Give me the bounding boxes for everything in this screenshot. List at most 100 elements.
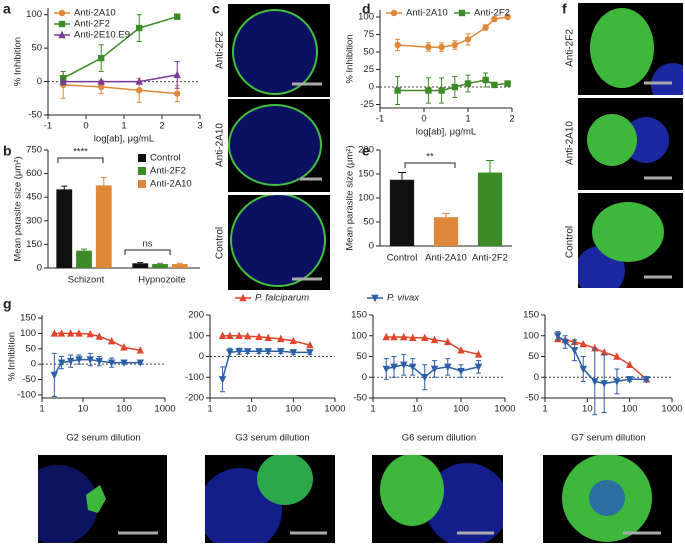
bar [95, 185, 112, 268]
marker [58, 9, 66, 17]
marker [642, 376, 651, 384]
panel-label: f [562, 1, 567, 17]
bar [171, 264, 188, 268]
series-line [63, 74, 178, 83]
marker [474, 350, 483, 358]
marker [444, 363, 452, 372]
bar [477, 172, 503, 246]
y-tick-label: -50 [525, 393, 539, 404]
y-tick-label: 0 [369, 82, 374, 93]
y-tick-label: 0 [37, 76, 42, 87]
x-tick-label: 10 [582, 404, 593, 415]
annotation: ns [142, 239, 152, 250]
series-line [386, 336, 479, 356]
panel-label: a [3, 1, 11, 17]
marker [400, 332, 408, 341]
error-bar [398, 172, 406, 180]
significance-bracket [124, 249, 171, 255]
y-tick-label: 100 [188, 330, 204, 341]
y-tick-label: 600 [26, 168, 42, 179]
micrograph [228, 99, 330, 192]
marker [243, 331, 252, 340]
marker [174, 13, 181, 20]
marker [409, 333, 417, 342]
x-tick-label: 1000 [661, 404, 682, 415]
marker [600, 348, 608, 356]
x-tick-label: Schizont [68, 275, 105, 286]
x-tick-label: 1 [542, 404, 547, 415]
x-tick-label: Control [387, 253, 418, 264]
marker [491, 15, 498, 23]
x-tick-label: -1 [44, 121, 52, 132]
y-tick-label: 150 [20, 313, 36, 324]
x-tick-label: 10 [78, 404, 89, 415]
x-axis-label: G7 serum dilution [571, 433, 645, 444]
y-tick-label: 25 [363, 64, 374, 75]
marker [421, 374, 429, 382]
image-label: Control [215, 227, 226, 259]
x-tick-label: 1 [465, 114, 470, 125]
marker [239, 293, 247, 302]
micrograph [578, 98, 683, 190]
marker [277, 334, 285, 343]
y-tick-label: 0 [199, 351, 204, 362]
marker [75, 329, 83, 337]
error-bar [137, 261, 144, 264]
image-label: Anti-2A10 [215, 123, 226, 167]
y-axis-label: % Inhibition [345, 34, 356, 83]
marker [98, 54, 105, 62]
legend-label: Anti-2F2 [150, 166, 186, 177]
marker [235, 348, 243, 356]
marker [390, 332, 398, 341]
legend-label: Anti-2A10 [74, 8, 116, 19]
x-tick-label: 100 [453, 404, 469, 415]
x-tick-label: 1 [121, 121, 126, 132]
marker [554, 332, 562, 340]
marker [613, 352, 621, 360]
y-tick-label: -50 [353, 393, 367, 404]
marker [394, 41, 401, 49]
error-bar [100, 177, 107, 186]
marker [457, 346, 465, 354]
marker [430, 365, 439, 374]
y-tick-label: 50 [356, 351, 367, 362]
marker [107, 336, 116, 345]
marker [174, 90, 181, 97]
y-tick-label: 150 [523, 310, 539, 321]
y-tick-label: 200 [358, 145, 374, 156]
y-tick-label: 450 [26, 192, 42, 203]
marker [306, 349, 314, 357]
y-tick-label: 50 [528, 351, 539, 362]
legend-label: Control [150, 153, 181, 164]
marker [482, 24, 489, 31]
y-tick-label: 100 [358, 193, 374, 204]
y-tick-label: 100 [26, 9, 42, 20]
marker [600, 380, 608, 388]
marker [50, 329, 59, 337]
y-tick-label: 300 [26, 215, 42, 226]
x-axis-label: log[ab], μg/mL [416, 127, 476, 138]
marker [390, 363, 398, 372]
marker [136, 346, 145, 354]
marker [57, 329, 66, 337]
y-tick-label: 150 [358, 169, 374, 180]
marker [58, 30, 66, 39]
y-tick-label: 0 [31, 359, 36, 370]
marker [430, 335, 439, 344]
y-tick-label: 150 [26, 239, 42, 250]
y-tick-label: 100 [523, 330, 539, 341]
legend-label: Anti-2A10 [150, 179, 192, 190]
marker [625, 376, 634, 384]
series-line [397, 16, 508, 48]
marker [382, 332, 390, 341]
x-axis-label: log[ab], μg/mL [94, 134, 154, 145]
marker [243, 348, 252, 356]
image-label: Anti-2A10 [565, 121, 576, 165]
marker [504, 80, 511, 87]
marker [255, 332, 263, 340]
marker [59, 77, 67, 85]
legend-label: Anti-2F2 [474, 8, 510, 19]
legend-label: Anti-2A10 [406, 8, 448, 19]
panel-label: e [362, 143, 370, 159]
